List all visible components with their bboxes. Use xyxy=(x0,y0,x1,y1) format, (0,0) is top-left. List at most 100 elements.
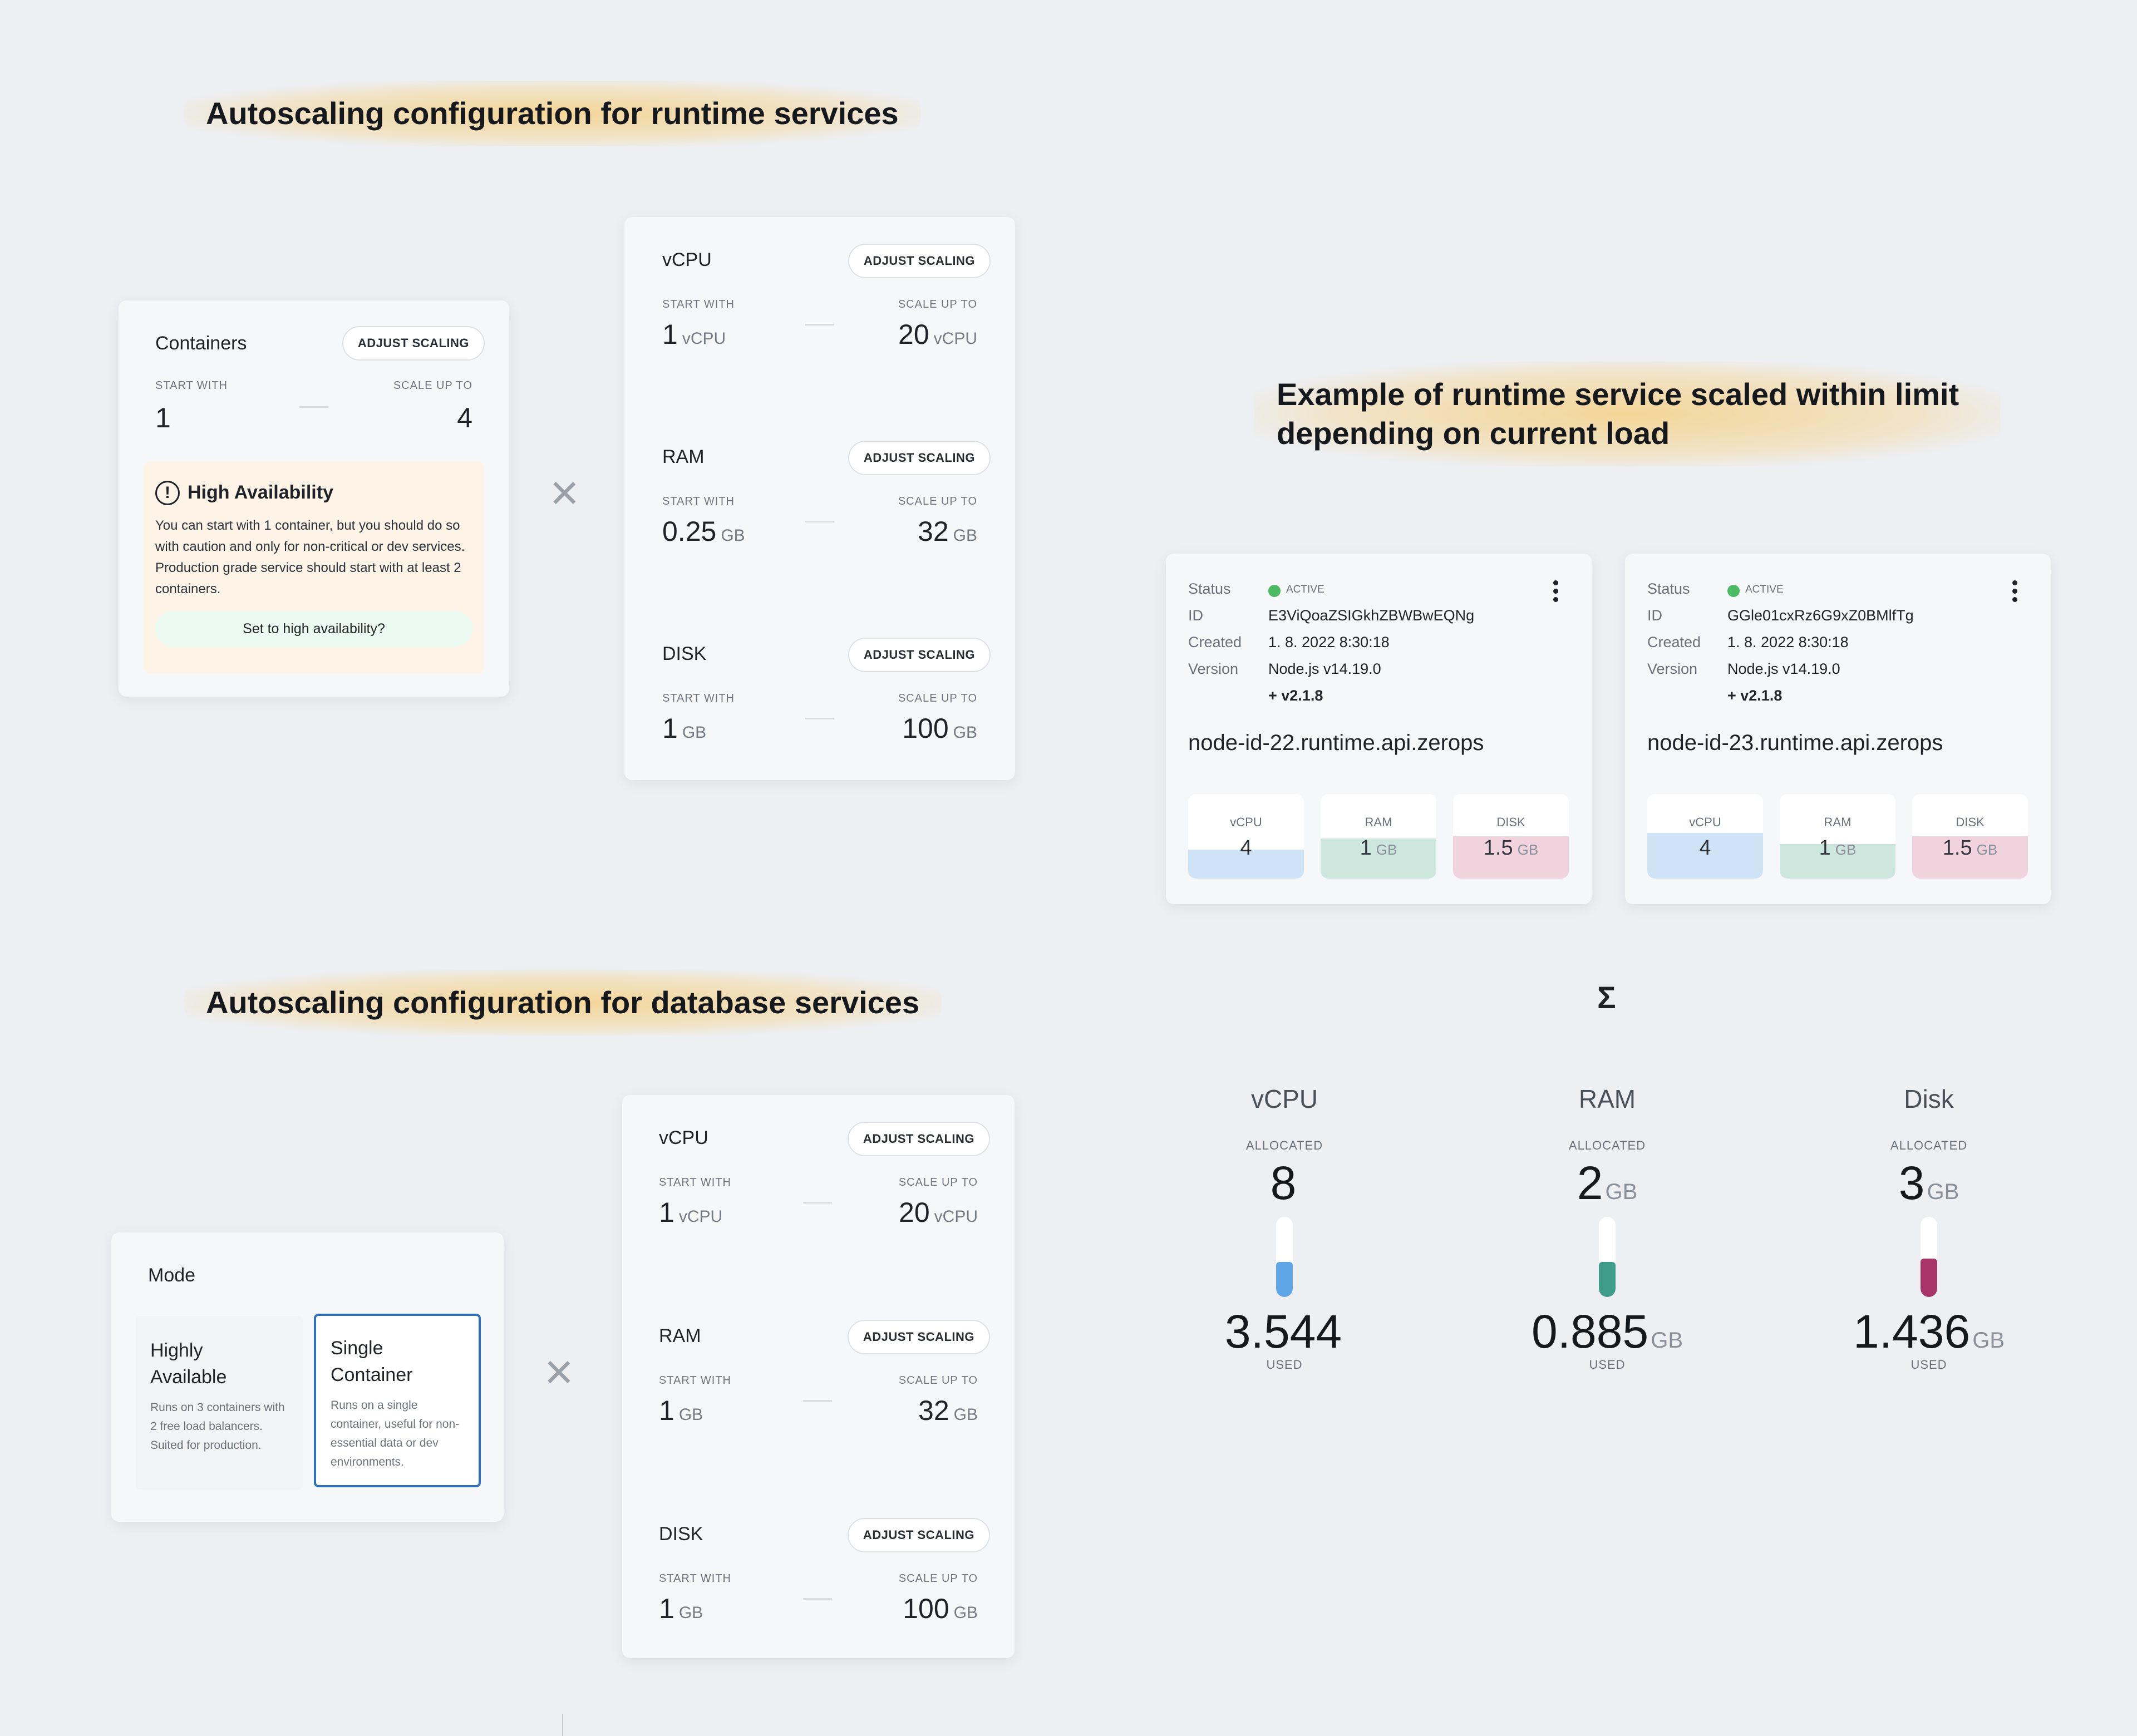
allocated-value: 3 GB xyxy=(1898,1157,1959,1209)
summary-title: vCPU xyxy=(1250,1084,1318,1113)
database-ram-max: 32 GB xyxy=(918,1395,978,1426)
vcpu-usage-tile: vCPU 4 xyxy=(1647,794,1763,879)
hostname: node-id-22.runtime.api.zerops xyxy=(1188,731,1484,755)
option-description: Runs on 3 containers with 2 free load ba… xyxy=(150,1401,285,1452)
database-disk-max: 100 GB xyxy=(903,1593,978,1624)
ram-usage-tile: RAM 1 GB xyxy=(1321,794,1436,879)
heading-database-autoscaling: Autoscaling configuration for database s… xyxy=(184,970,942,1035)
summary-title: Disk xyxy=(1904,1084,1954,1113)
summary-title: RAM xyxy=(1578,1084,1636,1113)
mode-option-single-container[interactable]: Single Container Runs on a single contai… xyxy=(314,1314,481,1487)
disk-label: DISK xyxy=(1496,815,1525,829)
divider-line xyxy=(562,1714,563,1736)
mode-title: Mode xyxy=(148,1265,196,1286)
range-divider xyxy=(803,1202,832,1204)
start-with-label: START WITH xyxy=(662,298,735,310)
ram-usage-fill xyxy=(1780,844,1895,879)
hostname: node-id-23.runtime.api.zerops xyxy=(1647,731,1943,755)
mode-option-highly-available[interactable]: Highly Available Runs on 3 containers wi… xyxy=(136,1316,303,1490)
database-vcpu-adjust-scaling-button[interactable]: ADJUST SCALING xyxy=(847,1122,990,1156)
scale-up-to-label: SCALE UP TO xyxy=(898,692,977,704)
instance-card: Status ACTIVE ID E3ViQoaZSIGkhZBWBwEQNg … xyxy=(1166,554,1592,904)
scale-up-to-label: SCALE UP TO xyxy=(898,1374,978,1387)
version-key: Version xyxy=(1188,660,1239,677)
version-extra: + v2.1.8 xyxy=(1268,687,1323,704)
start-with-label: START WITH xyxy=(659,1374,731,1387)
start-with-label: START WITH xyxy=(659,1572,731,1585)
created-key: Created xyxy=(1188,634,1242,650)
runtime-ram-max: 32 GB xyxy=(918,516,977,547)
runtime-ram-start: 0.25 GB xyxy=(662,516,745,547)
allocated-label: ALLOCATED xyxy=(1245,1138,1323,1152)
scale-up-to-label: SCALE UP TO xyxy=(898,1176,978,1188)
vcpu-usage-tile: vCPU 4 xyxy=(1188,794,1304,879)
used-value: 1.436 GB xyxy=(1853,1305,2005,1358)
runtime-vcpu-adjust-scaling-button[interactable]: ADJUST SCALING xyxy=(848,244,991,278)
database-vcpu-start: 1 vCPU xyxy=(659,1197,723,1228)
database-vcpu-title: vCPU xyxy=(659,1127,708,1148)
runtime-disk-adjust-scaling-button[interactable]: ADJUST SCALING xyxy=(848,638,991,672)
more-options-icon[interactable] xyxy=(1552,579,1559,604)
version-extra: + v2.1.8 xyxy=(1727,687,1783,704)
scale-up-to-label: SCALE UP TO xyxy=(898,495,977,507)
runtime-vcpu-max: 20 vCPU xyxy=(898,319,977,350)
runtime-disk-title: DISK xyxy=(662,643,707,664)
range-divider xyxy=(805,521,834,522)
id-key: ID xyxy=(1188,607,1203,624)
start-with-label: START WITH xyxy=(662,495,735,507)
ha-description: You can start with 1 container, but you … xyxy=(155,518,465,596)
created-value: 1. 8. 2022 8:30:18 xyxy=(1268,634,1390,650)
option-title: Single Container xyxy=(331,1338,413,1385)
runtime-disk-start: 1 GB xyxy=(662,713,707,744)
database-disk-start: 1 GB xyxy=(659,1593,703,1624)
ram-value: 1 GB xyxy=(1360,836,1397,860)
database-ram-start: 1 GB xyxy=(659,1395,703,1426)
usage-gauge xyxy=(1276,1217,1293,1297)
status-key: Status xyxy=(1188,580,1231,597)
status-key: Status xyxy=(1647,580,1690,597)
version-value: Node.js v14.19.0 xyxy=(1727,660,1840,677)
allocated-value: 8 xyxy=(1270,1157,1297,1209)
containers-card: Containers ADJUST SCALING START WITH SCA… xyxy=(119,300,509,697)
used-label: USED xyxy=(1266,1358,1303,1372)
gauge-fill xyxy=(1599,1262,1616,1297)
disk-value: 1.5 GB xyxy=(1483,836,1539,860)
range-divider xyxy=(803,1400,832,1402)
allocated-label: ALLOCATED xyxy=(1890,1138,1968,1152)
disk-value: 1.5 GB xyxy=(1942,836,1998,860)
used-value: 0.885 GB xyxy=(1531,1305,1683,1358)
runtime-resources-card: vCPU ADJUST SCALING START WITH SCALE UP … xyxy=(624,217,1015,780)
containers-start-label: START WITH xyxy=(155,379,228,392)
runtime-ram-adjust-scaling-button[interactable]: ADJUST SCALING xyxy=(848,441,991,475)
option-description: Runs on a single container, useful for n… xyxy=(331,1399,460,1468)
instance-id: GGle01cxRz6G9xZ0BMlfTg xyxy=(1727,607,1914,624)
mode-card: Mode Highly Available Runs on 3 containe… xyxy=(111,1232,504,1522)
runtime-vcpu-title: vCPU xyxy=(662,249,712,270)
ha-title: High Availability xyxy=(188,482,333,503)
runtime-ram-title: RAM xyxy=(662,446,705,467)
start-with-label: START WITH xyxy=(662,692,735,704)
allocated-value: 2 GB xyxy=(1577,1157,1638,1209)
used-value: 3.544 xyxy=(1224,1305,1342,1358)
containers-adjust-scaling-button[interactable]: ADJUST SCALING xyxy=(342,326,485,361)
allocated-label: ALLOCATED xyxy=(1568,1138,1646,1152)
start-with-label: START WITH xyxy=(659,1176,731,1188)
option-title: Highly Available xyxy=(150,1340,227,1388)
warning-icon: ! xyxy=(155,481,180,505)
gauge-fill xyxy=(1921,1259,1937,1297)
database-disk-adjust-scaling-button[interactable]: ADJUST SCALING xyxy=(847,1518,990,1552)
more-options-icon[interactable] xyxy=(2011,579,2018,604)
heading-example-scaled: Example of runtime service scaled within… xyxy=(1254,362,2000,466)
usage-gauge xyxy=(1921,1217,1937,1297)
summary-vcpu: vCPU ALLOCATED 8 3.544 USED xyxy=(1168,1084,1401,1372)
set-high-availability-button[interactable]: Set to high availability? xyxy=(155,611,472,647)
vcpu-value: 4 xyxy=(1240,836,1252,860)
gauge-fill xyxy=(1276,1262,1293,1297)
status-badge: ACTIVE xyxy=(1745,584,1784,595)
usage-gauge xyxy=(1599,1217,1616,1297)
instance-id: E3ViQoaZSIGkhZBWBwEQNg xyxy=(1268,607,1475,624)
ram-usage-tile: RAM 1 GB xyxy=(1780,794,1895,879)
disk-usage-fill xyxy=(1912,836,2028,879)
active-status-dot xyxy=(1727,585,1740,597)
database-ram-adjust-scaling-button[interactable]: ADJUST SCALING xyxy=(847,1320,990,1354)
